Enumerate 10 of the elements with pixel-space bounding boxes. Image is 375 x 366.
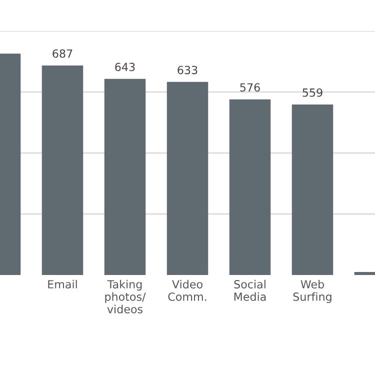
x-tick-label: Taking photos/ videos xyxy=(105,280,146,314)
data-label: 576 xyxy=(240,83,260,92)
data-label: 643 xyxy=(115,62,135,72)
x-tick-label: Email xyxy=(48,280,77,288)
x-tick-label: Web Surfing xyxy=(293,280,332,304)
data-label: 633 xyxy=(178,66,198,74)
x-tick-label: Social Media xyxy=(234,280,266,301)
data-label: 559 xyxy=(302,88,322,97)
x-tick-label: Video Comm. xyxy=(168,280,206,301)
data-label: 687 xyxy=(52,49,72,58)
